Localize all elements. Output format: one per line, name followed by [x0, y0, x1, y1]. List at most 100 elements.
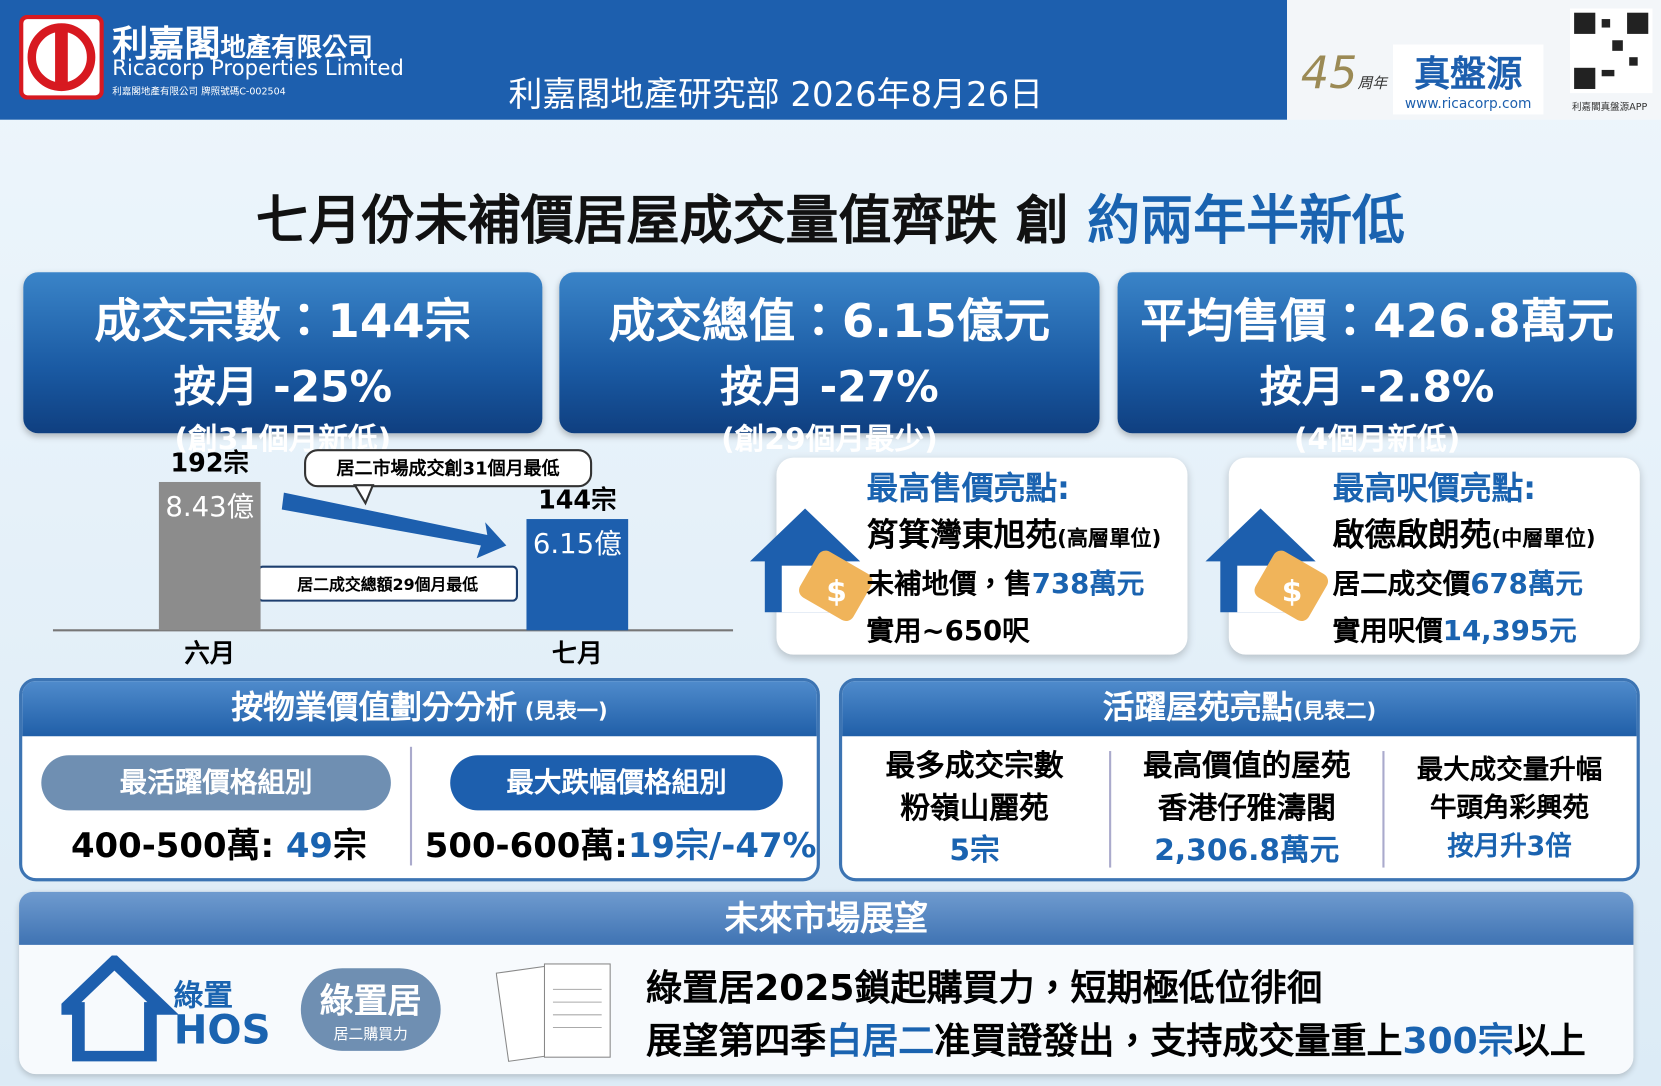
url: www.ricacorp.com	[1404, 96, 1532, 113]
item-heading: 最多成交宗數	[885, 747, 1064, 783]
anniversary: 周年	[1357, 75, 1388, 93]
unit: 宗	[333, 825, 367, 866]
kpi-label: 成交總值：6.15億元	[608, 294, 1051, 349]
kpi-note: (4個月新低)	[1293, 421, 1461, 457]
qr-code	[1569, 8, 1653, 94]
group-value: 400-500萬: 49宗	[71, 819, 367, 868]
panel-ref: (見表一)	[524, 698, 608, 724]
count: 49	[285, 825, 334, 866]
company-cn: 利嘉閣地產有限公司	[112, 15, 373, 67]
bar	[526, 519, 629, 631]
floor: (中層單位)	[1491, 525, 1596, 551]
bar-count-label: 144宗	[538, 484, 616, 514]
bar-amount-label: 8.43億	[165, 491, 254, 523]
item-heading: 最高價值的屋苑	[1142, 747, 1351, 783]
divider	[1109, 751, 1112, 868]
logo	[19, 14, 104, 100]
estate: 啟德啟朗苑	[1332, 516, 1492, 555]
estate-item: 最多成交宗數 粉嶺山麗苑 5宗	[842, 745, 1107, 872]
svg-text:$: $	[1282, 574, 1303, 609]
dept-date: 利嘉閣地產研究部 2026年8月26日	[508, 74, 1044, 115]
app-label: 利嘉閣真盤源APP	[1572, 102, 1648, 114]
detail: 居二成交價	[1332, 568, 1471, 601]
brand: 真盤源	[1414, 52, 1523, 96]
outlook-part: 准買證發出，支持成交量重上	[934, 1020, 1403, 1063]
outlook-highlight: 300宗	[1402, 1020, 1514, 1063]
outlook-panel: 未來市場展望 綠置 HOS 綠置居居二購買力 綠置居2025鎖起購買力，短期極低…	[19, 891, 1634, 1075]
analysis-panel: 按物業價值劃分分析 (見表一) 最活躍價格組別 最大跌幅價格組別 400-500…	[19, 677, 820, 882]
callout-pointer	[353, 484, 375, 506]
document-icon	[495, 963, 611, 1062]
panel-header: 按物業價值劃分分析 (見表一)	[22, 681, 817, 737]
range: 500-600萬:	[424, 825, 628, 866]
badge: 綠置居 居二購買力	[300, 968, 441, 1051]
hos-icon	[61, 955, 178, 1062]
kpi-label: 平均售價：426.8萬元	[1140, 294, 1614, 349]
bar	[158, 481, 261, 631]
item-value: 5宗	[949, 832, 1000, 868]
kpi-box: 成交總值：6.15億元 按月 -27% (創29個月最少)	[559, 272, 1100, 457]
group-label: 最大跌幅價格組別	[450, 755, 783, 811]
detail-value: 678萬元	[1470, 568, 1583, 601]
kpi-note: (創29個月最少)	[721, 421, 938, 457]
panel-ref: (見表二)	[1293, 698, 1377, 724]
badge-title: 綠置居	[319, 980, 422, 1022]
svg-text:$: $	[826, 574, 847, 609]
kpi-box: 成交宗數：144宗 按月 -25% (創31個月新低)	[23, 272, 543, 457]
callout-box	[304, 449, 593, 488]
x-tick-label: 六月	[184, 638, 235, 668]
detail-value: 738萬元	[1031, 568, 1145, 601]
kpi-box: 平均售價：426.8萬元按月 -2.8% (4個月新低)	[1117, 272, 1637, 457]
license: 利嘉閣地產有限公司 牌照號碼C-002504	[112, 86, 286, 98]
outlook-part: 以上	[1513, 1020, 1586, 1063]
item-estate: 牛頭角彩興苑	[1430, 792, 1589, 824]
estate: 筲箕灣東旭苑	[866, 516, 1058, 555]
item-estate: 粉嶺山麗苑	[900, 790, 1049, 826]
active-panel: 活躍屋苑亮點(見表二) 最多成交宗數 粉嶺山麗苑 5宗 最高價值的屋苑 香港仔雅濤閣 2…	[838, 677, 1640, 882]
item-value: 2,306.8萬元	[1154, 832, 1340, 868]
outlook-line: 綠置居2025鎖起購買力，短期極低位徘徊	[646, 967, 1323, 1010]
floor: (高層單位)	[1057, 525, 1162, 551]
outlook-highlight: 白居二	[826, 1020, 935, 1063]
hos-cn: 綠置	[173, 977, 234, 1013]
detail-value: 14,395元	[1442, 615, 1577, 648]
detail: 實用~650呎	[866, 615, 1030, 648]
panel-header: 活躍屋苑亮點(見表二)	[842, 681, 1637, 737]
detail: 未補地價，售	[866, 568, 1032, 601]
panel-title: 活躍屋苑亮點	[1102, 689, 1294, 727]
highlight-title: 最高售價亮點:	[866, 470, 1070, 508]
title: 七月份未補價居屋成交量值齊跌 創 約兩年半新低	[0, 178, 1661, 254]
company-en: Ricacorp Properties Limited	[112, 55, 404, 81]
estate-item: 最大成交量升幅 牛頭角彩興苑 按月升3倍	[1385, 751, 1635, 865]
detail: 實用呎價	[1332, 615, 1443, 648]
kpi-change: 按月 -2.8%	[1259, 363, 1495, 413]
anniversary-number: 45周年	[1300, 46, 1388, 99]
callout-text: 居二成交總額29個月最低	[297, 575, 478, 594]
group-value: 500-600萬:19宗/-47%	[425, 819, 817, 868]
item-heading: 最大成交量升幅	[1416, 754, 1603, 785]
x-tick-label: 七月	[552, 638, 603, 668]
panel-title: 未來市場展望	[19, 891, 1634, 945]
estate-item: 最高價值的屋苑 香港仔雅濤閣 2,306.8萬元	[1111, 745, 1382, 872]
title-main: 七月份未補價居屋成交量值齊跌 創	[255, 189, 1069, 252]
item-estate: 香港仔雅濤閣	[1157, 790, 1336, 826]
outlook-text: 綠置居2025鎖起購買力，短期極低位徘徊 展望第四季白居二准買證發出，支持成交量…	[646, 962, 1586, 1068]
highlight-text: 最高售價亮點: 筲箕灣東旭苑(高層單位) 未補地價，售738萬元 實用~650呎	[867, 466, 1162, 655]
company-suffix: 地產有限公司	[220, 31, 373, 63]
hos-en: HOS	[173, 1006, 271, 1053]
house-icon: $	[749, 508, 873, 621]
range: 400-500萬:	[70, 825, 286, 866]
kpi-label: 成交宗數：144宗	[94, 294, 472, 349]
highlight-title: 最高呎價亮點:	[1332, 470, 1536, 508]
house-icon: $	[1205, 508, 1329, 621]
callout-text: 居二市場成交創31個月最低	[337, 458, 560, 480]
brand-box: 真盤源 www.ricacorp.com	[1392, 44, 1544, 115]
badge-sub: 居二購買力	[333, 1026, 408, 1044]
company-name: 利嘉閣	[112, 23, 221, 66]
count: 19宗/-47%	[627, 825, 817, 866]
bar-amount-label: 6.15億	[533, 528, 622, 560]
item-value: 按月升3倍	[1447, 830, 1572, 862]
group-label: 最活躍價格組別	[41, 755, 391, 811]
